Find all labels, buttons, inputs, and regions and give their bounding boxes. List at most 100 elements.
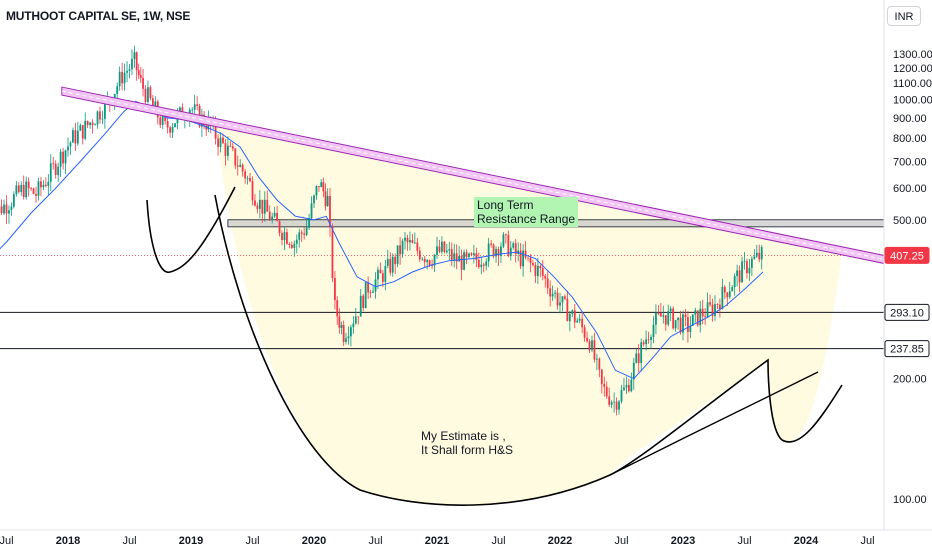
candle-body (409, 240, 411, 243)
candle-body (322, 182, 325, 192)
candle-body (620, 390, 623, 402)
candle-body (137, 70, 140, 75)
candle-body (625, 384, 628, 388)
candle-body (35, 193, 37, 196)
right-shoulder-curve[interactable] (781, 384, 843, 443)
candle-body (541, 268, 544, 276)
candle-body (231, 146, 234, 149)
candle-body (179, 107, 181, 113)
candle-body (561, 296, 564, 303)
candle-body (659, 312, 662, 317)
y-tick-label: 600.00 (893, 183, 927, 195)
candle-body (286, 232, 288, 244)
candle-body (367, 282, 370, 293)
candle-body (161, 115, 164, 125)
candle-body (549, 288, 552, 297)
candle-body (546, 278, 549, 289)
candle-body (52, 163, 55, 165)
candle-body (8, 210, 10, 214)
candle-body (630, 379, 633, 392)
candle-body (234, 148, 237, 166)
candle-body (17, 185, 20, 192)
y-tick-label: 200.00 (893, 374, 927, 386)
candle-body (436, 246, 438, 255)
candle-body (329, 195, 331, 227)
x-tick-label: 2021 (425, 535, 449, 547)
candle-body (473, 253, 475, 255)
candle-body (364, 282, 367, 309)
price-label-badge[interactable] (884, 246, 930, 264)
candle-body (682, 314, 684, 333)
candle-body (298, 232, 301, 240)
y-tick-label: 1100.00 (893, 78, 932, 90)
candle-body (324, 191, 327, 207)
candle-body (753, 256, 756, 259)
candle-body (166, 120, 169, 128)
candle-body (159, 117, 162, 125)
annotation-box-0 (474, 197, 578, 227)
candle-body (455, 253, 458, 262)
candle-body (652, 324, 655, 338)
candle-body (445, 250, 448, 253)
pattern-fill (215, 122, 842, 506)
candle-body (394, 256, 397, 264)
candle-body (271, 216, 274, 221)
candle-body (600, 369, 603, 385)
candle-body (677, 317, 679, 321)
candle-body (214, 121, 217, 139)
candle-body (94, 124, 96, 126)
candle-body (133, 52, 136, 59)
left-shoulder-curve[interactable] (146, 186, 236, 273)
resistance-channel[interactable] (61, 86, 923, 271)
candle-body (59, 151, 62, 167)
candle-body (755, 252, 758, 257)
candle-body (149, 87, 152, 99)
candle-body (709, 302, 711, 305)
rising-trendline[interactable] (609, 371, 819, 476)
candle-body (300, 232, 303, 234)
candle-body (524, 250, 527, 258)
currency-badge[interactable]: INR (887, 6, 921, 26)
candle-body (22, 184, 25, 198)
candle-body (89, 122, 92, 126)
candle-body (308, 218, 310, 228)
price-label-badge[interactable] (884, 303, 930, 321)
candle-body (623, 387, 625, 391)
candle-body (350, 327, 352, 337)
candle-body (529, 257, 532, 264)
candle-body (416, 242, 419, 251)
candle-body (679, 317, 682, 333)
candle-body (239, 164, 242, 167)
candle-body (377, 269, 379, 280)
candle-body (421, 258, 424, 260)
candle-body (507, 234, 510, 257)
price-label-badge[interactable] (884, 340, 930, 358)
candle-body (154, 101, 157, 107)
candle-body (101, 118, 104, 120)
candle-body (573, 310, 576, 323)
candle-body (268, 211, 271, 221)
candle-body (69, 142, 72, 147)
head-curve[interactable] (214, 194, 783, 506)
candle-body (315, 186, 318, 196)
candle-body (554, 292, 556, 294)
candle-body (468, 253, 470, 258)
candle-body (227, 145, 229, 156)
candle-body (615, 401, 618, 410)
candle-body (313, 195, 315, 204)
candle-body (293, 243, 296, 248)
candle-body (359, 295, 362, 317)
candle-body (578, 318, 581, 321)
candle-body (406, 237, 409, 243)
candle-body (191, 109, 194, 111)
candle-body (431, 265, 433, 267)
candle-body (295, 239, 298, 244)
candle-body (396, 245, 399, 264)
candle-body (37, 181, 40, 196)
candle-body (266, 199, 269, 212)
candle-body (583, 327, 586, 338)
candle-body (746, 261, 748, 274)
candle-body (347, 336, 350, 339)
candle-body (290, 244, 293, 248)
